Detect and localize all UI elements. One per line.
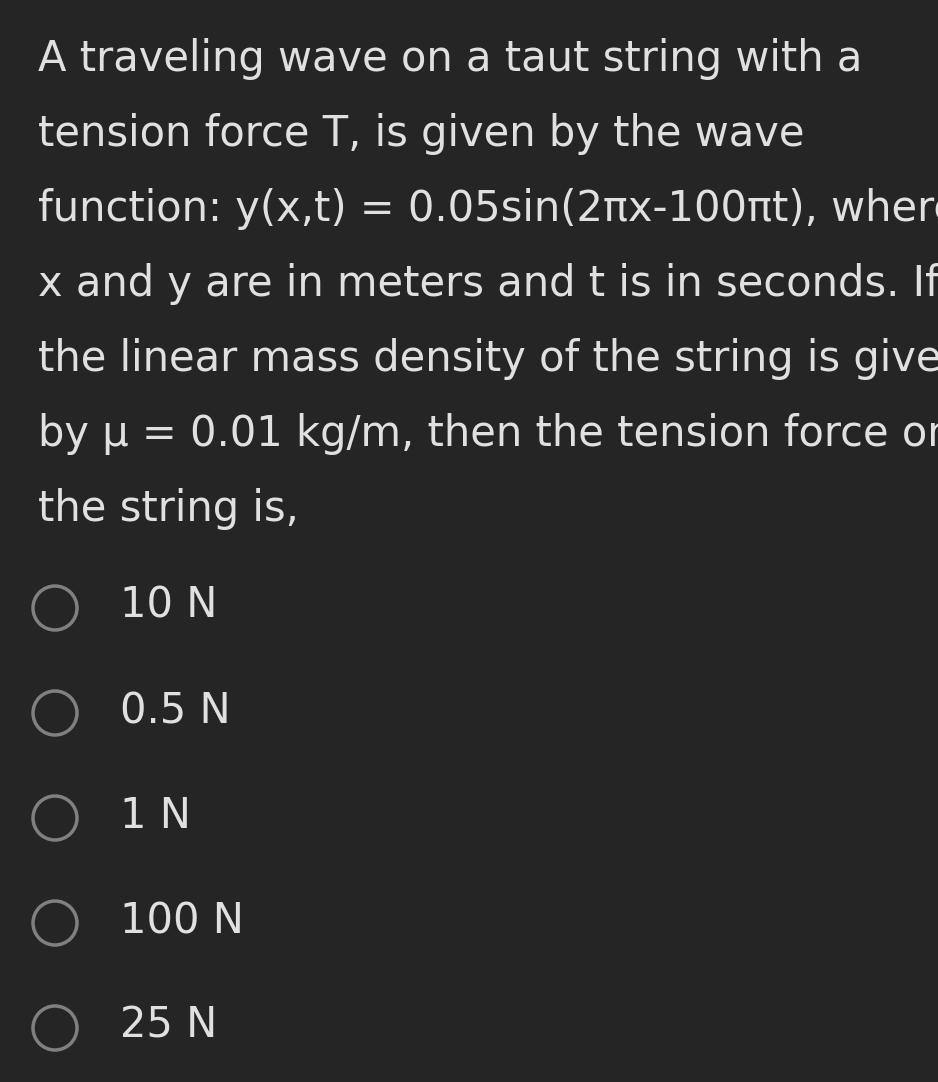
Text: by μ = 0.01 kg/m, then the tension force on: by μ = 0.01 kg/m, then the tension force…: [38, 413, 938, 456]
Text: x and y are in meters and t is in seconds. If: x and y are in meters and t is in second…: [38, 263, 938, 305]
Text: 1 N: 1 N: [120, 795, 190, 837]
Text: 25 N: 25 N: [120, 1005, 218, 1047]
Text: 100 N: 100 N: [120, 900, 244, 942]
Text: 10 N: 10 N: [120, 585, 218, 626]
Text: 0.5 N: 0.5 N: [120, 690, 231, 733]
Text: tension force T, is given by the wave: tension force T, is given by the wave: [38, 113, 805, 155]
Text: the linear mass density of the string is given: the linear mass density of the string is…: [38, 338, 938, 380]
Text: the string is,: the string is,: [38, 488, 299, 530]
Text: A traveling wave on a taut string with a: A traveling wave on a taut string with a: [38, 38, 862, 80]
Text: function: y(x,t) = 0.05sin(2πx-100πt), where: function: y(x,t) = 0.05sin(2πx-100πt), w…: [38, 188, 938, 230]
